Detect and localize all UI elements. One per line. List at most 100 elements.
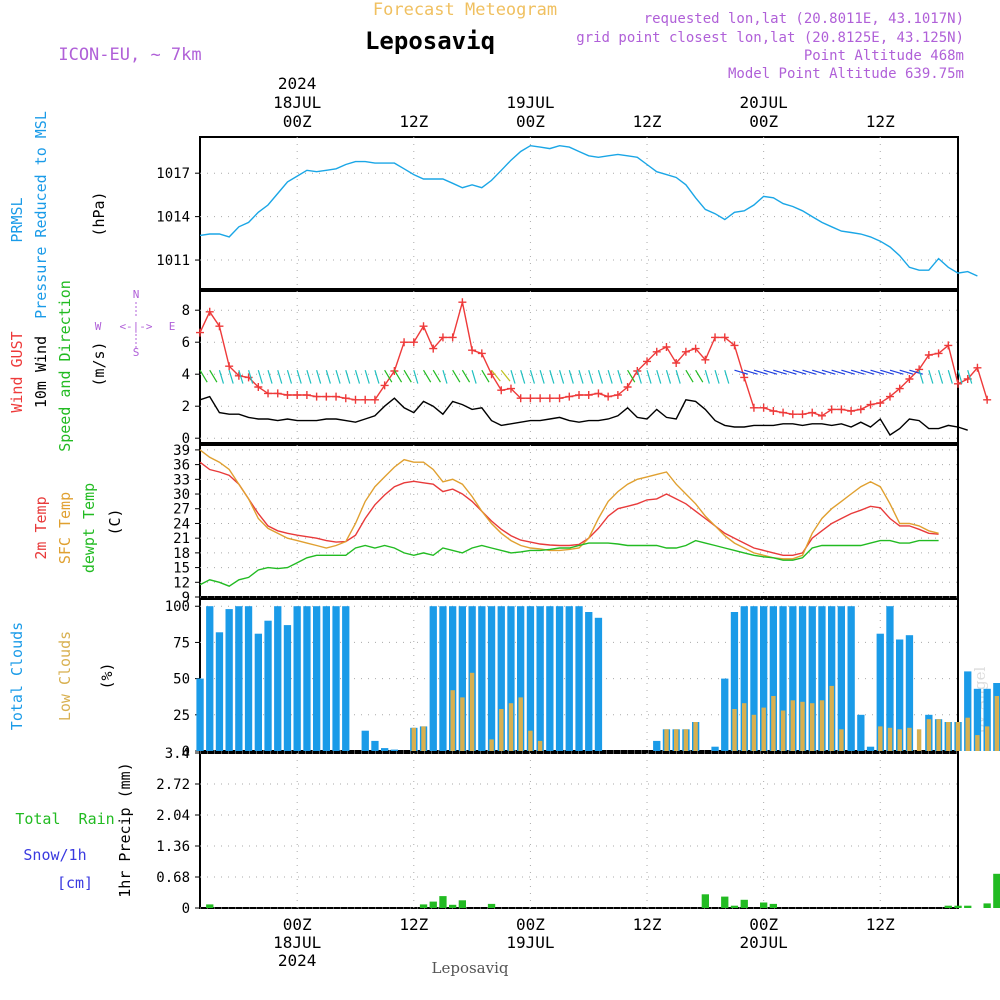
gust-marker [817, 411, 826, 420]
wind-dir-label: Speed and Direction [56, 280, 74, 452]
wind-direction-arrow [393, 369, 403, 383]
time-label-bottom: 18JUL [273, 933, 321, 952]
gust-marker [837, 405, 846, 414]
bar-total-clouds [896, 639, 904, 751]
time-label-top: 19JUL [506, 93, 554, 112]
gust-marker [749, 403, 758, 412]
bar-total-clouds [439, 606, 447, 751]
gust-marker [322, 392, 331, 401]
wind-direction-arrow [461, 369, 471, 383]
prmsl-label: PRMSL [8, 197, 26, 242]
gust-marker [526, 394, 535, 403]
bar-total-rain [769, 903, 777, 908]
wind-direction-arrow [384, 369, 393, 383]
wind-direction-arrow [656, 370, 662, 384]
gust-marker [400, 338, 409, 347]
wind-direction-arrow [539, 370, 545, 384]
wind-direction-arrow [704, 370, 710, 384]
y-tick-label: 21 [173, 531, 190, 547]
gust-marker [866, 400, 875, 409]
wind-direction-arrow [403, 369, 412, 383]
bar-low-clouds [800, 701, 805, 751]
wind-direction-arrow [316, 370, 322, 384]
bar-low-clouds [683, 729, 689, 751]
time-label-bottom: 2024 [278, 951, 317, 970]
series-line-prmsl [199, 144, 978, 277]
time-label-top: 20JUL [740, 93, 788, 112]
bar-low-clouds [411, 727, 416, 751]
bar-total-clouds [721, 678, 729, 751]
y-tick-label: 0 [182, 431, 190, 447]
wind-direction-arrow [646, 370, 652, 384]
gust-marker [594, 389, 603, 398]
gust-marker [361, 395, 370, 404]
wind-direction-arrow [520, 370, 526, 384]
time-label-bottom: 00Z [516, 915, 545, 934]
requested-coords: requested lon,lat (20.8011E, 43.1017N) [644, 11, 964, 27]
wind-direction-arrow [928, 370, 934, 384]
bar-total-rain [954, 905, 962, 908]
gust-marker [827, 405, 836, 414]
bar-low-clouds [742, 703, 747, 751]
gust-marker [302, 391, 311, 399]
footer-location: Leposaviq [432, 959, 509, 977]
wind10-label: 10m Wind [32, 336, 50, 408]
bar-low-clouds [693, 722, 698, 751]
gust-marker [234, 371, 243, 380]
gust-marker [312, 392, 321, 401]
wind-direction-arrow [267, 370, 273, 384]
gust-marker [264, 389, 273, 398]
bar-total-clouds [585, 612, 593, 751]
bar-total-clouds [730, 612, 739, 751]
rain-legend-snow: Snow/1h [23, 846, 86, 864]
wind-direction-arrow [763, 369, 778, 375]
bar-low-clouds [955, 722, 961, 751]
gust-marker [254, 383, 263, 391]
wind-direction-arrow [491, 369, 501, 382]
wind-direction-arrow [510, 370, 516, 384]
bar-total-clouds [847, 606, 855, 751]
wind-direction-arrow [286, 370, 293, 384]
gust-marker [779, 408, 788, 417]
wind-direction-arrow [568, 370, 574, 384]
wind-direction-arrow [665, 370, 672, 384]
gust-marker [711, 333, 720, 342]
wind-direction-arrow [345, 370, 351, 384]
time-label-bottom: 00Z [283, 915, 312, 934]
wind-direction-arrow [218, 370, 225, 384]
bar-low-clouds [780, 710, 786, 751]
bar-total-clouds [487, 606, 496, 751]
bar-total-rain [983, 903, 991, 908]
gust-marker [429, 344, 438, 353]
wind-direction-arrow [870, 369, 885, 375]
wind-direction-arrow [821, 369, 836, 375]
compass-n: N [133, 288, 140, 301]
y-tick-label: 15 [173, 561, 190, 577]
series-line-wind-gust [199, 302, 988, 417]
bar-total-clouds [536, 606, 544, 751]
gust-marker [283, 391, 292, 399]
model-altitude: Model Point Altitude 639.75m [728, 66, 964, 82]
wind-direction-arrow [627, 369, 636, 383]
dewpt-label: dewpt Temp [80, 483, 98, 573]
rain-unit: 1hr Precip (mm) [116, 762, 134, 897]
bar-total-rain [730, 905, 739, 908]
bar-total-rain [760, 902, 768, 908]
wind-direction-arrow [744, 369, 758, 375]
product-title: Forecast Meteogram [373, 0, 557, 20]
wind-direction-arrow [558, 370, 565, 384]
y-tick-label: 27 [173, 502, 190, 518]
bar-total-rain [740, 899, 748, 908]
bar-total-clouds [303, 606, 311, 751]
bar-total-clouds [322, 606, 330, 751]
time-label-bottom: 12Z [399, 915, 428, 934]
gust-marker [370, 395, 379, 404]
gust-marker [895, 384, 904, 393]
bar-low-clouds [469, 672, 475, 751]
wind-direction-arrow [413, 370, 419, 384]
gust-marker [720, 333, 729, 342]
time-label-top: 12Z [633, 112, 662, 131]
gust-marker [623, 383, 632, 391]
bar-low-clouds [499, 709, 504, 751]
wind-direction-arrow [957, 370, 963, 384]
